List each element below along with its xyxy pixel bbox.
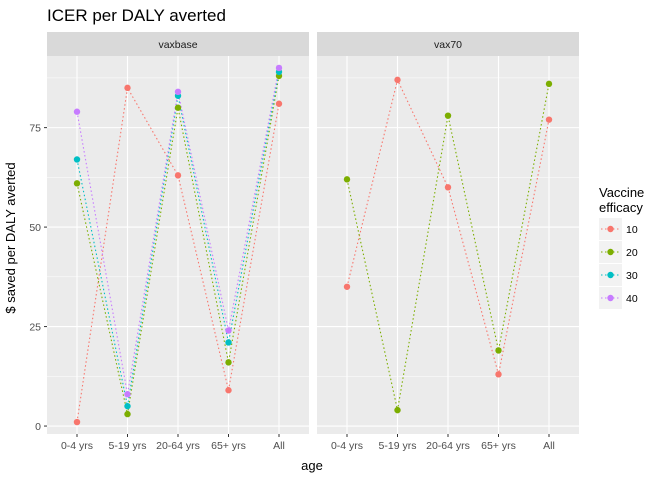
facet-strip [47, 32, 309, 56]
x-tick-label: 0-4 yrs [61, 440, 93, 452]
data-point-40 [275, 64, 283, 72]
data-point-20 [545, 80, 553, 88]
legend-item-10: 10 [599, 218, 638, 240]
y-axis-title: $ saved per DALY averted [3, 162, 18, 313]
data-point-30 [225, 339, 232, 346]
legend-item-30: 30 [599, 264, 638, 286]
x-tick-label: All [273, 440, 285, 452]
facet-panels: vaxbase 0 25 50 75 0-4 yrs 5-19 yrs 20-64 yrs 65… [29, 32, 579, 452]
data-point-20 [394, 406, 401, 414]
x-tick-label: 20-64 yrs [156, 440, 200, 452]
data-point-10 [225, 387, 232, 394]
y-tick-label: 25 [29, 322, 41, 334]
x-tick-label: 5-19 yrs [109, 440, 147, 452]
legend-label: 30 [626, 270, 638, 282]
facet-strip-label: vax70 [434, 39, 462, 51]
data-point-10 [444, 184, 452, 191]
x-tick-label: 0-4 yrs [331, 440, 363, 452]
data-point-40 [73, 108, 81, 115]
data-point-10 [545, 116, 553, 123]
legend-label: 20 [626, 247, 638, 259]
data-point-40 [225, 327, 232, 334]
data-point-20 [343, 176, 351, 183]
series-line-20 [346, 83, 550, 411]
y-tick-label: 75 [29, 123, 41, 135]
x-tick-label: 65+ yrs [211, 440, 246, 452]
y-tick-label: 0 [35, 421, 41, 433]
panel-vax70: vax70 0-4 yrs 5-19 yrs 20-64 yrs 65+ yrs All [317, 32, 579, 452]
y-tick-label: 50 [29, 222, 41, 234]
legend-title-line-1: Vaccine [599, 185, 644, 200]
legend-key-point [607, 271, 614, 279]
x-axis-title: age [301, 458, 323, 473]
legend-item-40: 40 [599, 287, 638, 309]
x-tick-label: All [543, 440, 555, 452]
data-point-10 [343, 283, 351, 290]
data-point-40 [124, 391, 131, 398]
series-line-20 [76, 75, 280, 415]
panel-vaxbase: vaxbase 0 25 50 75 0-4 yrs 5-19 yrs 20-64 yrs 65… [29, 32, 309, 452]
legend-title-line-2: efficacy [599, 200, 643, 215]
legend-key-point [607, 225, 614, 233]
data-point-10 [275, 100, 283, 107]
chart-title: ICER per DALY averted [47, 6, 226, 25]
data-point-20 [444, 112, 452, 119]
data-point-20 [73, 180, 81, 187]
data-point-30 [73, 156, 81, 163]
series-line-10 [76, 86, 280, 423]
facet-strip-label: vaxbase [158, 39, 197, 51]
legend: Vaccine efficacy 10 20 30 40 [599, 185, 644, 309]
data-point-30 [124, 402, 131, 410]
legend-label: 40 [626, 293, 638, 305]
data-point-10 [124, 84, 131, 92]
data-point-20 [495, 347, 502, 354]
legend-key-point [607, 248, 614, 256]
legend-item-20: 20 [599, 241, 638, 263]
data-point-10 [394, 76, 401, 84]
data-point-40 [174, 88, 182, 96]
x-tick-label: 20-64 yrs [426, 440, 470, 452]
data-point-20 [174, 104, 182, 111]
legend-key-point [607, 294, 614, 302]
data-point-10 [174, 172, 182, 179]
data-point-10 [495, 371, 502, 378]
data-point-10 [73, 418, 81, 426]
legend-label: 10 [626, 224, 638, 236]
data-point-20 [225, 359, 232, 366]
data-point-20 [124, 410, 131, 418]
x-tick-label: 5-19 yrs [379, 440, 417, 452]
facet-strip [317, 32, 579, 56]
x-tick-label: 65+ yrs [481, 440, 516, 452]
